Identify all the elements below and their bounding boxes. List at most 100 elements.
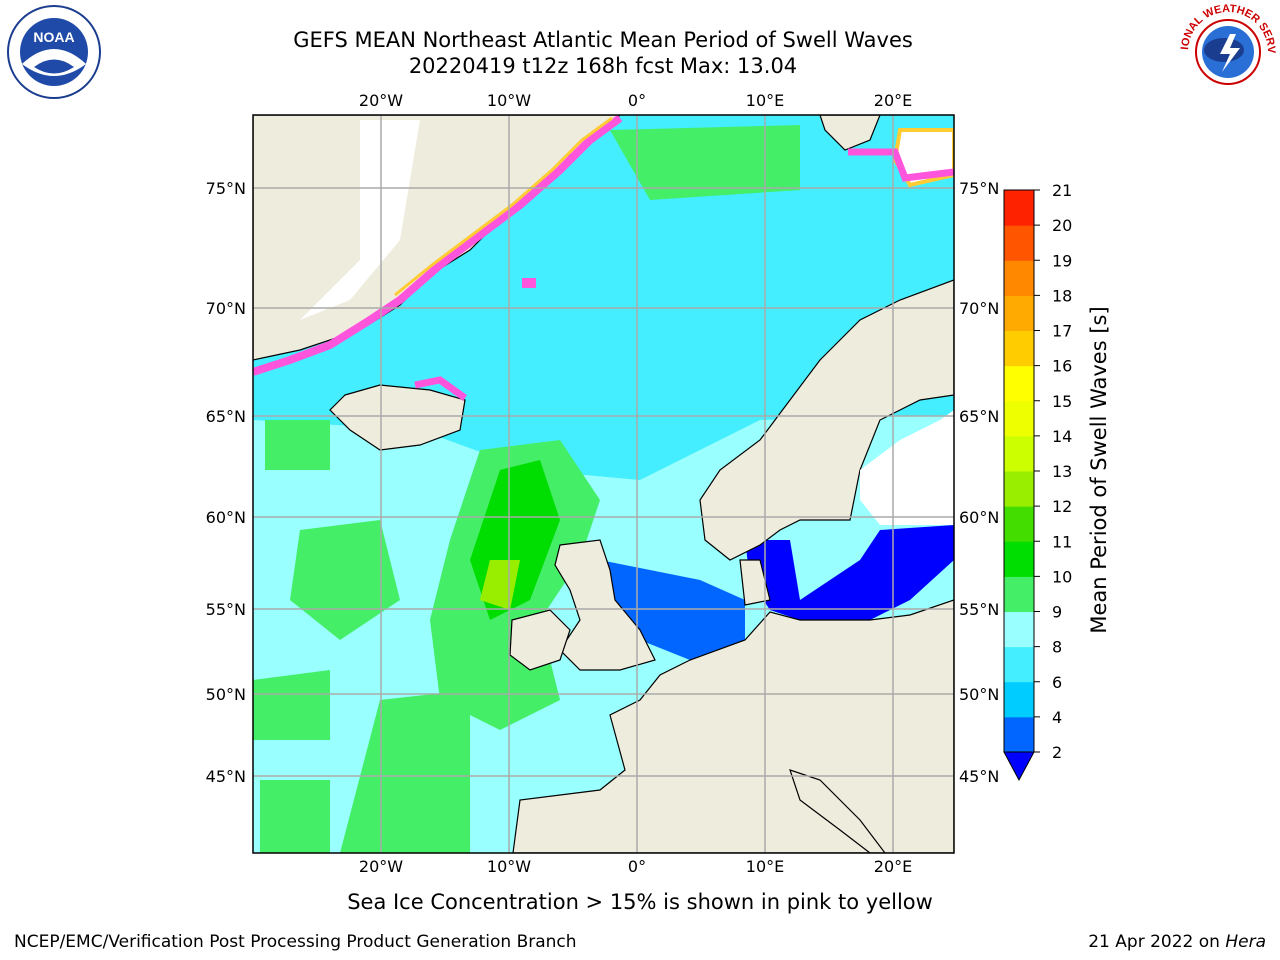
- lon-label: 10°E: [746, 857, 784, 876]
- colorbar-segment: [1004, 435, 1034, 472]
- lat-label: 60°N: [206, 508, 246, 527]
- colorbar-title: Mean Period of Swell Waves [s]: [1087, 306, 1111, 633]
- lat-label: 60°N: [959, 508, 999, 527]
- colorbar-segment: [1004, 681, 1034, 718]
- land-great-britain: [554, 539, 656, 671]
- colorbar-tick-label: 4: [1052, 708, 1062, 727]
- footer-date: 21 Apr 2022 on Hera: [1088, 932, 1266, 952]
- swell-patch-west-1: [265, 420, 330, 470]
- swell-band-12-13: [480, 560, 520, 610]
- lat-label: 65°N: [959, 407, 999, 426]
- colorbar-tick-label: 19: [1052, 251, 1072, 270]
- lat-label: 70°N: [206, 299, 246, 318]
- map-frame: [252, 114, 955, 854]
- lat-label: 50°N: [206, 685, 246, 704]
- colorbar-segment: [1004, 471, 1034, 507]
- footer-date-text: 21 Apr 2022 on: [1088, 932, 1226, 952]
- colorbar-segment: [1004, 541, 1034, 577]
- lon-label: 10°E: [746, 91, 784, 110]
- footer-host: Hera: [1225, 932, 1266, 952]
- lat-label: 45°N: [206, 767, 246, 786]
- colorbar-tick-label: 9: [1052, 603, 1062, 622]
- swell-patch-west-4: [340, 690, 470, 853]
- swell-patch-north: [610, 125, 800, 200]
- lon-label: 20°W: [359, 91, 403, 110]
- colorbar-tick-label: 17: [1052, 322, 1072, 341]
- colorbar-tick-label: 2: [1052, 743, 1062, 762]
- land-finland-ice-free: [860, 410, 954, 525]
- lon-label: 0°: [628, 857, 646, 876]
- footer-credit: NCEP/EMC/Verification Post Processing Pr…: [14, 932, 577, 952]
- colorbar-segment: [1004, 716, 1034, 753]
- land-italy: [789, 769, 886, 853]
- lat-label: 55°N: [206, 600, 246, 619]
- land-ireland: [509, 609, 571, 671]
- lat-label: 75°N: [206, 179, 246, 198]
- land-denmark: [739, 559, 771, 606]
- lon-label: 10°W: [487, 857, 531, 876]
- land-continental-europe: [512, 599, 954, 853]
- swell-patch-west-2: [290, 520, 400, 640]
- colorbar-segment: [1004, 260, 1034, 296]
- lat-label: 50°N: [959, 685, 999, 704]
- lat-label: 45°N: [959, 767, 999, 786]
- colorbar-tick-label: 18: [1052, 286, 1072, 305]
- nws-logo: NATIONAL WEATHER SERVICE: [1174, 0, 1278, 104]
- sea-ice-iceland: [414, 376, 468, 401]
- colorbar-segment: [1004, 295, 1034, 331]
- lon-label: 20°E: [874, 91, 912, 110]
- land-svalbard: [819, 115, 881, 151]
- colorbar-segment: [1004, 646, 1034, 683]
- colorbar-segment: [1004, 365, 1034, 402]
- sea-ice-svalbard: [848, 148, 954, 182]
- lon-label: 20°E: [874, 857, 912, 876]
- colorbar-tick-label: 21: [1052, 181, 1072, 200]
- lat-label: 75°N: [959, 179, 999, 198]
- land-scandinavia: [699, 279, 954, 561]
- lat-label: 70°N: [959, 299, 999, 318]
- lon-label: 10°W: [487, 91, 531, 110]
- colorbar-under-arrow: [1003, 751, 1035, 782]
- colorbar-segment: [1004, 576, 1034, 612]
- colorbar-tick-label: 10: [1052, 567, 1072, 586]
- lon-labels-bottom: 20°W 10°W 0° 10°E 20°E: [359, 857, 912, 876]
- lon-label: 20°W: [359, 857, 403, 876]
- colorbar-segment: [1004, 190, 1034, 226]
- map-subtitle: 20220419 t12z 168h fcst Max: 13.04: [408, 54, 798, 78]
- sea-ice-edge: [253, 115, 623, 376]
- sea-ice-jan-mayen: [522, 278, 536, 288]
- map-area: [253, 115, 954, 853]
- colorbar-tick-label: 6: [1052, 673, 1062, 692]
- lat-label: 55°N: [959, 600, 999, 619]
- graticule: [253, 115, 954, 853]
- land-greenland-ice: [300, 120, 420, 320]
- colorbar-segment: [1004, 330, 1034, 367]
- land-iceland: [329, 384, 466, 451]
- noaa-logo-text: NOAA: [33, 29, 74, 45]
- colorbar-tick-label: 20: [1052, 216, 1072, 235]
- map-title: GEFS MEAN Northeast Atlantic Mean Period…: [293, 28, 913, 52]
- colorbar-segment: [1004, 225, 1034, 261]
- noaa-logo: NOAA: [4, 4, 104, 104]
- sea-ice-caption: Sea Ice Concentration > 15% is shown in …: [347, 890, 933, 914]
- colorbar-segment: [1004, 506, 1034, 542]
- colorbar-tick-label: 16: [1052, 357, 1072, 376]
- swell-patch-west-3: [253, 670, 330, 740]
- lon-label: 0°: [628, 91, 646, 110]
- colorbar-tick-label: 14: [1052, 427, 1072, 446]
- lon-labels-top: 20°W 10°W 0° 10°E 20°E: [359, 91, 912, 110]
- colorbar-tick-label: 13: [1052, 462, 1072, 481]
- colorbar-tick-label: 8: [1052, 638, 1062, 657]
- lat-labels-right: 75°N 70°N 65°N 60°N 55°N 50°N 45°N: [959, 179, 999, 786]
- colorbar-tick-label: 12: [1052, 497, 1072, 516]
- swell-band-under2-baltic: [745, 525, 954, 620]
- colorbar-segment: [1004, 400, 1034, 437]
- colorbar-tick-label: 11: [1052, 532, 1072, 551]
- swell-patch-west-5: [260, 780, 330, 853]
- colorbar: 2 4 6 8 9 10 11 12 13 14 15 16 17 18 19 20 21: [1003, 181, 1072, 782]
- lat-label: 65°N: [206, 407, 246, 426]
- colorbar-tick-label: 15: [1052, 392, 1072, 411]
- lat-labels-left: 75°N 70°N 65°N 60°N 55°N 50°N 45°N: [206, 179, 246, 786]
- colorbar-segment: [1004, 611, 1034, 648]
